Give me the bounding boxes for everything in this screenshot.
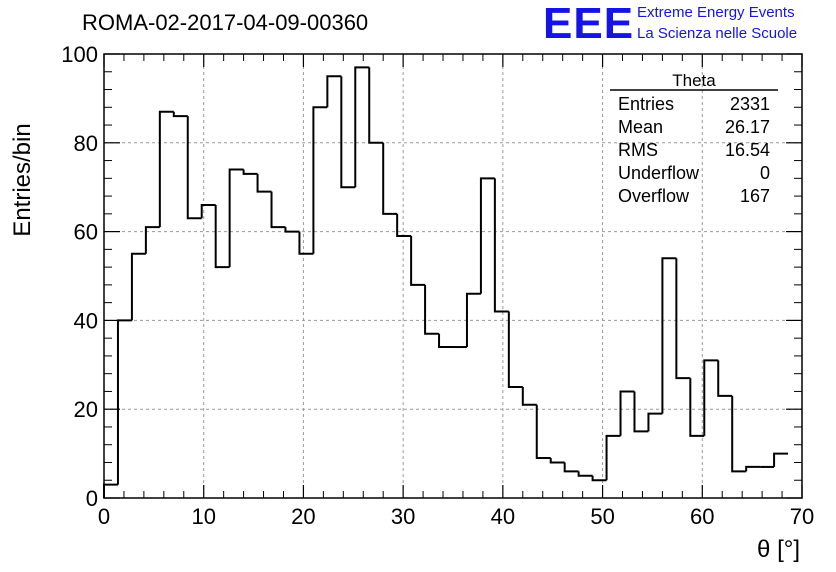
y-tick-labels: 0 20 40 60 80 100	[61, 42, 98, 511]
stats-key: Underflow	[618, 163, 700, 183]
x-tick-label: 60	[690, 504, 714, 529]
histogram-bin	[619, 390, 635, 436]
histogram-bin	[228, 168, 244, 268]
y-tick-label: 100	[61, 42, 98, 67]
stats-key: Entries	[618, 94, 675, 114]
histogram-bin	[242, 169, 258, 175]
histogram-bin	[130, 252, 146, 321]
axis-ticks	[103, 53, 803, 499]
histogram-bin	[284, 227, 300, 233]
x-tick-label: 70	[790, 504, 814, 529]
y-axis-label: Entries/bin	[9, 123, 36, 236]
histogram-bin	[633, 391, 649, 433]
histogram-bin	[200, 203, 216, 219]
histogram-bin	[438, 333, 453, 349]
histogram-bin	[661, 257, 677, 414]
histogram-bin	[773, 452, 789, 467]
x-tick-label: 20	[291, 504, 315, 529]
histogram-bin	[326, 75, 342, 108]
eee-logo: EEE	[543, 0, 635, 48]
histogram-bin	[103, 483, 118, 498]
y-tick-label: 40	[74, 308, 98, 333]
stats-row-rms: RMS 16.54	[618, 140, 770, 162]
histogram-bin	[396, 213, 412, 238]
histogram-bin	[312, 106, 328, 254]
stats-value: 0	[759, 163, 770, 183]
histogram-bin	[521, 387, 537, 406]
histogram-bin	[675, 258, 691, 380]
histogram-bin	[340, 76, 356, 189]
stats-value: 2331	[729, 94, 770, 114]
histogram-bin	[116, 319, 132, 485]
stats-key: Mean	[618, 117, 664, 137]
histogram-bin	[424, 284, 440, 335]
stats-row-underflow: Underflow 0	[618, 163, 770, 185]
histogram-bin	[591, 475, 607, 482]
y-tick-label: 60	[74, 220, 98, 245]
histogram-bin	[577, 471, 593, 477]
x-axis-label: θ [°]	[757, 536, 800, 563]
histogram-bin	[689, 378, 705, 437]
stats-row-overflow: Overflow 167	[618, 186, 770, 208]
x-tick-label: 30	[391, 504, 415, 529]
grid-lines	[104, 54, 802, 498]
x-tick-labels: 0 10 20 30 40 50 60 70	[98, 504, 814, 529]
histogram-bin	[465, 292, 481, 348]
histogram-series	[103, 66, 789, 498]
stats-value: 26.17	[724, 117, 770, 137]
histogram-bin	[493, 178, 509, 313]
plot-title: ROMA-02-2017-04-09-00360	[82, 10, 369, 35]
histogram-bin	[256, 173, 272, 193]
x-tick-label: 40	[491, 504, 515, 529]
histogram-bin	[410, 236, 426, 286]
histogram-bin	[647, 412, 663, 432]
x-tick-label: 10	[191, 504, 215, 529]
histogram-bin	[479, 177, 495, 294]
stats-value: 167	[739, 186, 770, 206]
histogram-bin	[186, 116, 202, 220]
histogram-bin	[745, 465, 761, 472]
x-tick-label: 0	[98, 504, 110, 529]
histogram-bin	[368, 67, 384, 144]
x-tick-label: 50	[590, 504, 614, 529]
histogram-bin	[507, 311, 523, 388]
stats-row-mean: Mean 26.17	[618, 117, 770, 139]
y-tick-label: 20	[74, 397, 98, 422]
histogram-bin	[563, 462, 579, 473]
histogram-bin	[298, 231, 314, 255]
y-tick-label: 80	[74, 131, 98, 156]
logo-tagline-2: La Scienza nelle Scuole	[637, 25, 798, 42]
stats-key: RMS	[618, 140, 658, 160]
stats-row-entries: Entries 2331	[618, 94, 770, 116]
histogram-bin	[535, 404, 551, 460]
histogram-bin	[158, 110, 174, 228]
histogram-bin	[354, 66, 370, 188]
histogram-bin	[605, 434, 621, 481]
histogram-bin	[270, 191, 286, 229]
plot-frame	[103, 53, 803, 499]
histogram-bin	[717, 360, 733, 397]
histogram-bin	[172, 111, 188, 118]
logo-tagline-1: Extreme Energy Events	[637, 4, 795, 21]
stats-box-title: Theta	[672, 71, 716, 90]
histogram-bin	[703, 359, 719, 436]
histogram-bin	[144, 226, 160, 254]
y-tick-label: 0	[86, 486, 98, 511]
histogram-bin	[382, 142, 398, 215]
histogram-bin	[731, 395, 747, 473]
histogram-bin	[549, 458, 565, 464]
stats-value: 16.54	[724, 140, 770, 160]
stats-key: Overflow	[618, 186, 690, 206]
histogram-bin	[214, 204, 230, 269]
